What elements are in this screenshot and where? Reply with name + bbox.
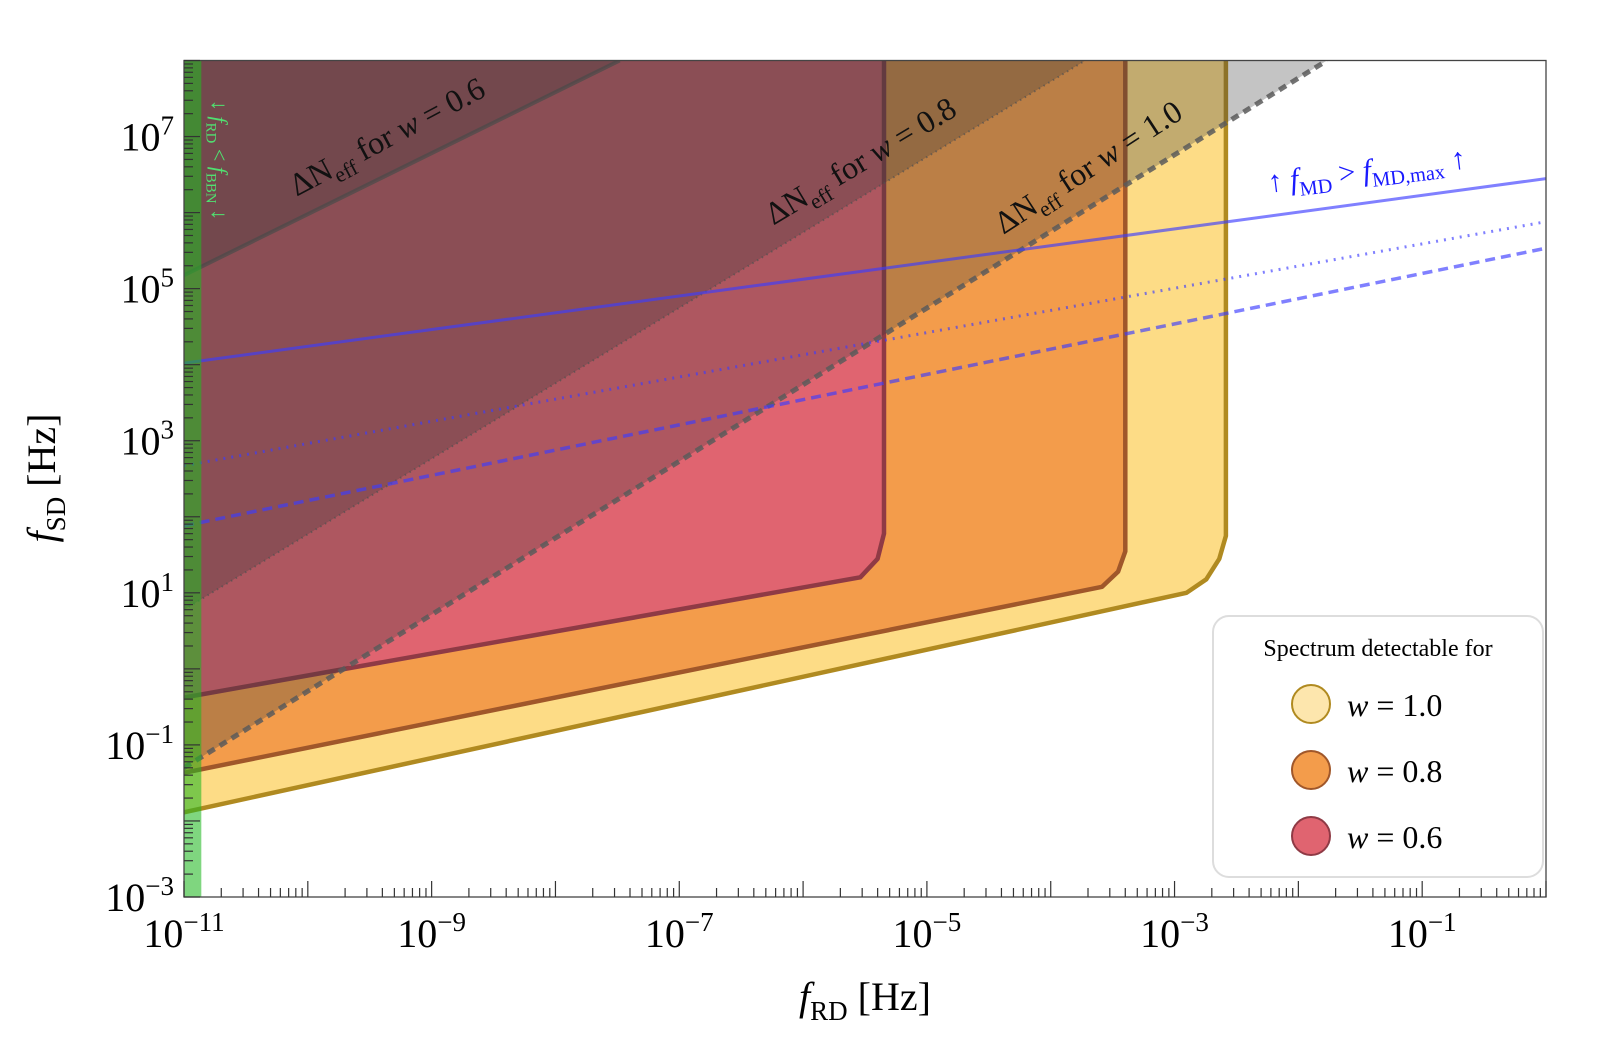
legend-title: Spectrum detectable for <box>1263 636 1492 662</box>
legend-label: w = 1.0 <box>1347 687 1442 723</box>
plot-area <box>184 60 1546 897</box>
neff-line-2 <box>184 60 1329 770</box>
x-tick-label: 10−5 <box>893 907 962 956</box>
md-line-2 <box>184 246 1546 528</box>
region-edge-2 <box>184 60 887 700</box>
bbn-label: ↓ fRD < fBBN ↓ <box>203 100 233 220</box>
y-tick-label: 107 <box>121 111 175 160</box>
y-axis-label: fSD [Hz] <box>19 414 71 543</box>
legend-item: w = 0.8 <box>1291 750 1442 790</box>
region-edge-1 <box>184 60 1128 776</box>
x-tick-label: 10−9 <box>397 907 466 956</box>
md-line-0 <box>184 177 1546 365</box>
axis-ticks: 10−11 10−9 10−7 10−5 10−3 10−1 10−3 10−1 101 103 1… <box>105 59 1547 956</box>
bbn-band <box>184 60 202 897</box>
x-tick-label: 10−11 <box>143 907 224 956</box>
y-tick-label: 10−1 <box>105 719 174 768</box>
neff-line-0 <box>184 60 621 277</box>
x-axis-label: fRD [Hz] <box>799 974 931 1026</box>
region-fill-2 <box>184 60 884 698</box>
y-tick-label: 101 <box>121 567 175 616</box>
region-edge-0 <box>184 60 1229 815</box>
legend-swatch <box>1291 750 1331 790</box>
x-tick-label: 10−1 <box>1388 907 1457 956</box>
legend-box <box>1212 615 1544 878</box>
legend: Spectrum detectable for w = 1.0 w = 0.8 w … <box>1212 615 1544 878</box>
y-tick-label: 103 <box>121 415 175 464</box>
md-max-label: ↑ fMD > fMD,max ↑ <box>1266 142 1469 205</box>
x-tick-label: 10−3 <box>1140 907 1209 956</box>
plot-frame <box>183 59 1547 898</box>
legend-swatch <box>1291 816 1331 856</box>
x-tick-label: 10−7 <box>645 907 714 956</box>
legend-label: w = 0.8 <box>1347 753 1442 789</box>
neff-region-1 <box>184 60 1086 610</box>
legend-item: w = 1.0 <box>1291 684 1442 724</box>
y-tick-label: 10−3 <box>105 871 174 920</box>
legend-swatch <box>1291 684 1331 724</box>
legend-item: w = 0.6 <box>1291 816 1442 856</box>
md-line-1 <box>184 220 1546 468</box>
y-tick-label: 105 <box>121 263 175 312</box>
legend-label: w = 0.6 <box>1347 819 1442 855</box>
